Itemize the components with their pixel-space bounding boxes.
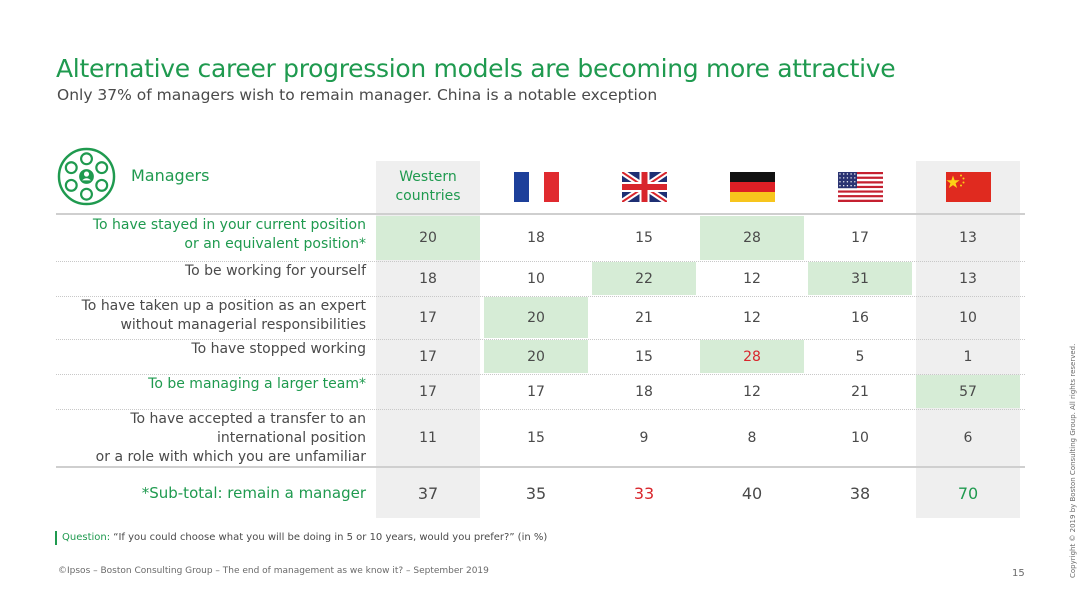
- column-header: [484, 161, 588, 213]
- table-cell: 31: [808, 262, 912, 295]
- row-label: To be working for yourself: [56, 262, 366, 281]
- row-label-line: or an equivalent position*: [184, 236, 366, 252]
- row-label-line: or a role with which you are unfamiliar: [95, 449, 366, 465]
- uk-flag-icon: [621, 172, 667, 202]
- table-cell: 10: [851, 429, 869, 446]
- row-divider: [56, 213, 1025, 215]
- row-divider: [56, 374, 1025, 375]
- table-cell: 20: [376, 216, 480, 260]
- table-cell: 10: [959, 309, 977, 326]
- table-cell: 8: [747, 429, 757, 446]
- france-flag-icon: [513, 172, 559, 202]
- table-cell: 57: [916, 375, 1020, 408]
- copyright-notice: Copyright © 2019 by Boston Consulting Gr…: [1069, 343, 1077, 578]
- table-cell: 16: [851, 309, 869, 326]
- question-label: Question:: [62, 532, 111, 543]
- table-cell: 28: [700, 340, 804, 373]
- page-subtitle: Only 37% of managers wish to remain mana…: [57, 86, 658, 104]
- row-divider: [56, 409, 1025, 410]
- column-header: [592, 161, 696, 213]
- table-cell: 17: [851, 230, 869, 246]
- subtotal-cell: 70: [957, 483, 979, 503]
- table-cell: 17: [419, 383, 437, 400]
- column-header-line: countries: [395, 188, 461, 204]
- row-label-line: To have accepted a transfer to an: [130, 411, 366, 427]
- usa-flag-icon: [837, 172, 883, 202]
- row-label-line: To have stayed in your current position: [92, 217, 366, 233]
- table-cell: 17: [419, 309, 437, 326]
- subtotal-cell: 35: [525, 483, 547, 503]
- table-cell: 6: [963, 429, 973, 446]
- survey-question: Question: “If you could choose what you …: [55, 531, 547, 545]
- table-cell: 22: [592, 262, 696, 295]
- row-label-line: without managerial responsibilities: [120, 317, 366, 333]
- table-cell: 17: [419, 348, 437, 365]
- row-label: To have stayed in your current position o…: [56, 216, 366, 254]
- table-cell: 28: [700, 216, 804, 260]
- page-title: Alternative career progression models ar…: [56, 54, 896, 83]
- table-cell: 18: [527, 230, 545, 246]
- table-cell: 15: [635, 348, 653, 365]
- row-label-line: To be managing a larger team*: [148, 376, 366, 392]
- subtotal-cell: 33: [633, 483, 655, 503]
- column-header: [808, 161, 912, 213]
- row-divider: [56, 296, 1025, 297]
- row-label: To be managing a larger team*: [56, 375, 366, 394]
- managers-group-icon: [57, 147, 116, 206]
- table-cell: 13: [959, 230, 977, 246]
- row-label-line: To have stopped working: [191, 341, 366, 357]
- row-label: To have taken up a position as an expert…: [56, 297, 366, 335]
- table-cell: 5: [855, 348, 865, 365]
- subtotal-cell: 38: [849, 483, 871, 503]
- table-cell: 13: [959, 270, 977, 287]
- row-divider: [56, 339, 1025, 340]
- row-label: To have stopped working: [56, 340, 366, 359]
- subtotal-cell: 37: [417, 483, 439, 503]
- segment-label: Managers: [131, 166, 210, 185]
- table-cell: 18: [635, 383, 653, 400]
- subtotal-label: *Sub-total: remain a manager: [141, 484, 366, 502]
- table-cell: 9: [639, 429, 649, 446]
- footer-source: ©Ipsos – Boston Consulting Group – The e…: [58, 566, 489, 576]
- table-cell: 21: [851, 383, 869, 400]
- table-cell: 18: [419, 270, 437, 287]
- question-text: “If you could choose what you will be do…: [113, 532, 548, 543]
- germany-flag-icon: [729, 172, 775, 202]
- row-label-line: international position: [216, 430, 366, 446]
- table-cell: 21: [635, 309, 653, 326]
- column-header: [916, 161, 1020, 213]
- table-cell: 20: [484, 340, 588, 373]
- column-header-line: Western: [399, 169, 457, 185]
- column-header: Western countries: [376, 161, 480, 213]
- row-label: To have accepted a transfer to an interna…: [56, 410, 366, 467]
- table-cell: 15: [527, 429, 545, 446]
- table-cell: 10: [527, 270, 545, 287]
- subtotal-cell: 40: [741, 483, 763, 503]
- row-divider: [56, 466, 1025, 468]
- table-cell: 12: [743, 383, 761, 400]
- row-label-line: To have taken up a position as an expert: [81, 298, 366, 314]
- table-cell: 17: [527, 383, 545, 400]
- table-cell: 15: [635, 230, 653, 246]
- column-header: [700, 161, 804, 213]
- table-cell: 20: [484, 297, 588, 338]
- table-cell: 1: [963, 348, 973, 365]
- table-cell: 11: [419, 429, 437, 446]
- page-number: 15: [1012, 568, 1025, 579]
- china-flag-icon: [945, 172, 991, 202]
- column-header-label: Western countries: [395, 168, 460, 206]
- row-divider: [56, 261, 1025, 262]
- table-cell: 12: [743, 270, 761, 287]
- table-cell: 12: [743, 309, 761, 326]
- row-label-line: To be working for yourself: [184, 263, 366, 279]
